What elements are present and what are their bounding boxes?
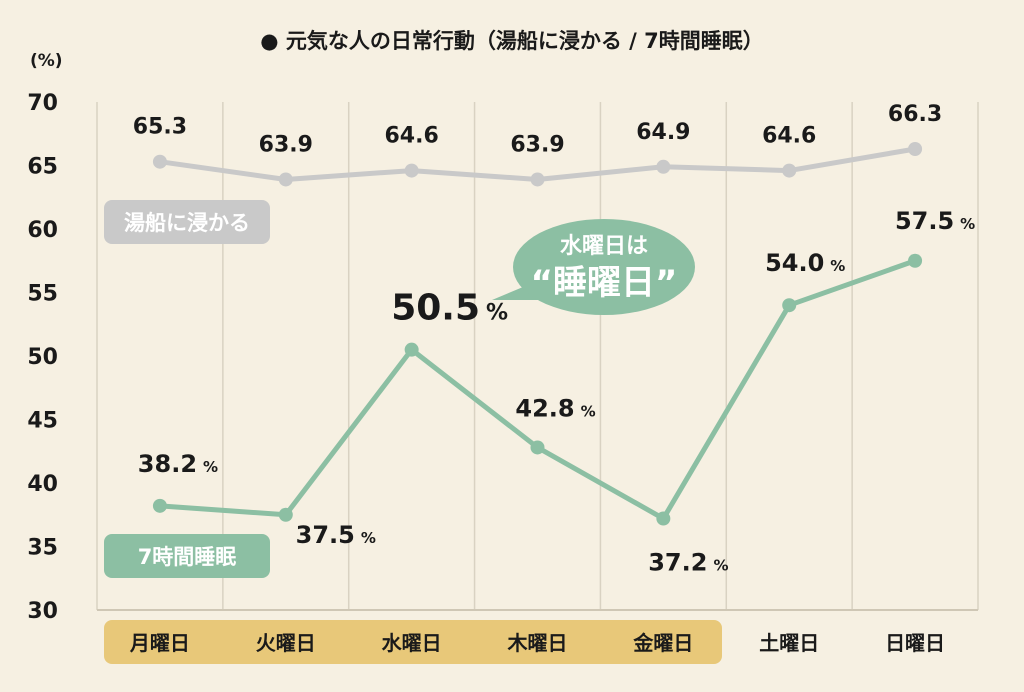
- y-tick-label: 35: [27, 536, 58, 561]
- y-tick-label: 40: [27, 472, 58, 497]
- data-point: [404, 342, 419, 357]
- x-tick-label: 月曜日: [129, 631, 190, 655]
- legend-sleep-badge: [104, 534, 270, 578]
- y-tick-label: 70: [27, 91, 58, 116]
- data-point: [656, 511, 671, 526]
- series-lines: [159, 146, 916, 522]
- data-point: [278, 507, 293, 522]
- data-label: 57.5%: [895, 207, 975, 235]
- y-tick-label: 60: [27, 218, 58, 243]
- y-axis-unit: (%): [30, 51, 63, 71]
- data-label: 37.2%: [648, 549, 728, 577]
- data-label: 37.5%: [296, 521, 376, 549]
- callout-line2: “睡曜日”: [531, 263, 678, 303]
- data-point: [152, 154, 167, 169]
- data-point: [404, 163, 419, 178]
- data-label: 66.3: [888, 102, 942, 127]
- callout-bubble: 水曜日は “睡曜日”: [492, 219, 695, 315]
- legend-bath: 湯船に浸かる: [104, 200, 270, 244]
- data-point: [908, 141, 923, 156]
- data-point: [908, 253, 923, 268]
- data-point: [656, 159, 671, 174]
- legend-bath-badge: [104, 200, 270, 244]
- data-label: 65.3: [133, 115, 187, 140]
- data-label: 63.9: [510, 132, 564, 157]
- callout-shape: [513, 219, 695, 315]
- x-axis: 月曜日 火曜日 水曜日 木曜日 金曜日 土曜日 日曜日: [129, 631, 945, 655]
- legend-bath-label: 湯船に浸かる: [124, 211, 250, 235]
- y-tick-label: 50: [27, 345, 58, 370]
- data-point: [782, 298, 797, 313]
- x-tick-label: 水曜日: [382, 631, 442, 655]
- data-labels: 65.3 63.9 64.6 63.9 64.9 64.6 66.3 38.2 % 37.5 % 50…: [133, 102, 975, 577]
- x-tick-label: 火曜日: [256, 631, 316, 655]
- x-tick-label: 土曜日: [759, 631, 819, 655]
- data-point: [278, 172, 293, 187]
- data-point: [152, 498, 167, 513]
- data-label: 64.6: [762, 124, 816, 149]
- data-label: 42.8%: [515, 394, 595, 422]
- data-label: 50.5%: [391, 288, 508, 329]
- y-axis: 30 35 40 45 50 55 60 65 70: [27, 91, 58, 624]
- data-label: 63.9: [259, 132, 313, 157]
- data-point: [530, 440, 545, 455]
- y-tick-label: 55: [27, 282, 58, 307]
- series-points: [152, 141, 923, 526]
- data-point: [530, 172, 545, 187]
- data-label: 38.2%: [138, 450, 218, 478]
- data-label: 54.0%: [765, 249, 845, 277]
- chart-title: ● 元気な人の日常行動（湯船に浸かる / 7時間睡眠）: [260, 29, 764, 53]
- y-tick-label: 65: [27, 155, 58, 180]
- weekday-band: [104, 620, 722, 664]
- data-point: [782, 163, 797, 178]
- legend-sleep-label: 7時間睡眠: [138, 545, 237, 569]
- x-tick-label: 木曜日: [507, 631, 568, 655]
- callout-line1: 水曜日は: [560, 234, 648, 259]
- x-tick-label: 金曜日: [632, 631, 693, 655]
- y-tick-label: 30: [27, 599, 58, 624]
- x-tick-label: 日曜日: [885, 631, 945, 655]
- grid: [96, 102, 979, 611]
- y-tick-label: 45: [27, 409, 58, 434]
- data-label: 64.6: [385, 124, 439, 149]
- legend-sleep: 7時間睡眠: [104, 534, 270, 578]
- data-label: 64.9: [636, 120, 690, 145]
